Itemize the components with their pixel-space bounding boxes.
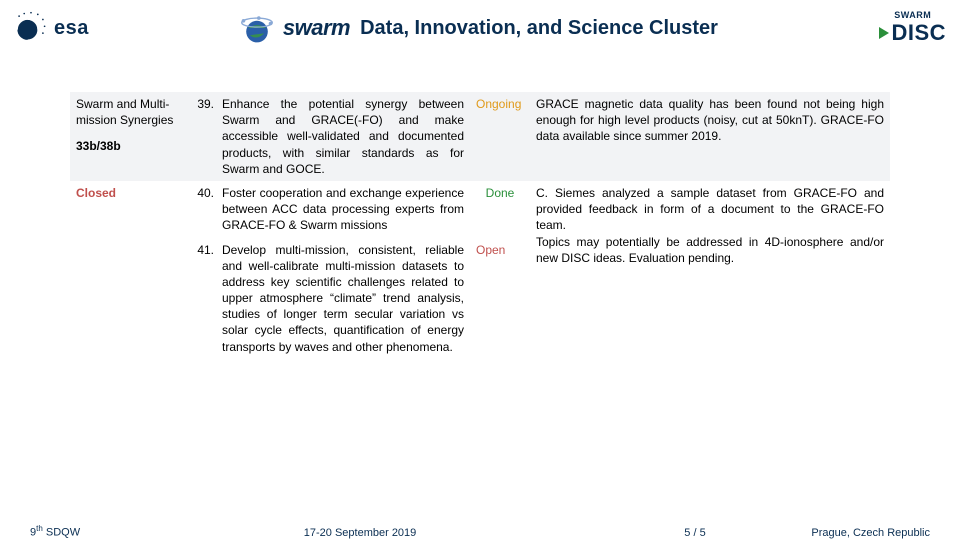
page-title: Data, Innovation, and Science Cluster (360, 17, 718, 40)
topic-title: Swarm and Multi-mission Synergies (76, 96, 184, 128)
disc-logo: SWARM DISC (879, 10, 946, 46)
footer: 9th SDQW 17-20 September 2019 5 / 5 Prag… (0, 522, 960, 540)
actions-table: Swarm and Multi-mission Synergies 33b/38… (0, 52, 960, 359)
swarm-label: swarm (283, 15, 350, 41)
closed-label: Closed (76, 186, 116, 200)
table-row: Closed 40. Foster cooperation and exchan… (70, 181, 890, 238)
item-desc: Develop multi-mission, consistent, relia… (216, 238, 470, 359)
disc-label: DISC (891, 20, 946, 46)
item-number: 40. (190, 181, 216, 238)
swarm-globe-icon (239, 10, 275, 46)
footer-location: Prague, Czech Republic (750, 527, 930, 539)
status-badge: Ongoing (476, 97, 521, 111)
item-desc: Enhance the potential synergy between Sw… (216, 92, 470, 181)
disc-small-label: SWARM (879, 10, 946, 20)
item-number: 39. (190, 92, 216, 181)
item-response: GRACE magnetic data quality has been fou… (530, 92, 890, 181)
header: esa swarm Data, Innovation, and Science … (0, 0, 960, 52)
esa-logo: esa (14, 11, 89, 45)
swarm-logo: swarm (239, 10, 350, 46)
item-response: C. Siemes analyzed a sample dataset from… (530, 181, 890, 359)
item-number: 41. (190, 238, 216, 359)
status-badge: Done (486, 186, 515, 200)
item-desc: Foster cooperation and exchange experien… (216, 181, 470, 238)
esa-label: esa (54, 17, 89, 40)
footer-page: 5 / 5 (640, 527, 750, 539)
status-badge: Open (476, 243, 505, 257)
footer-left: 9th SDQW (30, 524, 80, 539)
footer-date: 17-20 September 2019 (80, 527, 640, 539)
disc-triangle-icon (879, 27, 889, 39)
topic-subcode: 33b/38b (76, 138, 184, 154)
esa-icon (14, 11, 48, 45)
